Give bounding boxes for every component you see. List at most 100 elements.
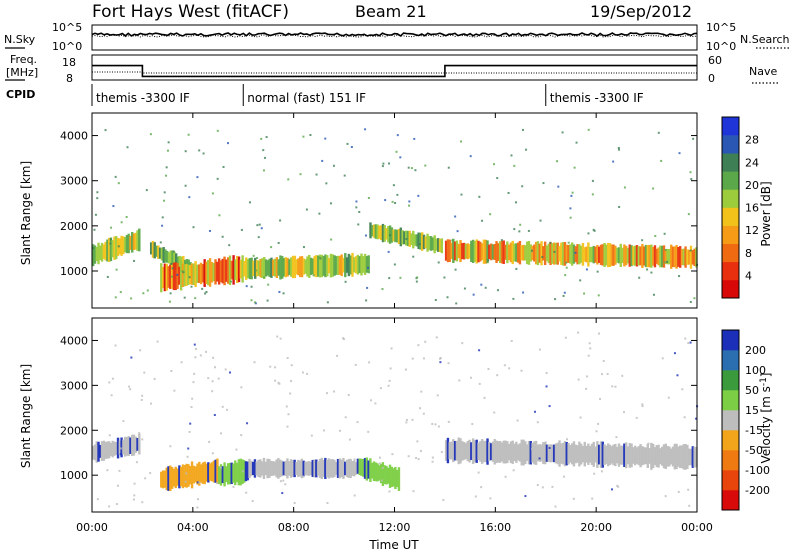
heatmap-cell <box>160 471 163 488</box>
heatmap-speckle <box>447 362 450 365</box>
heatmap-cell <box>239 458 242 486</box>
heatmap-cell <box>125 235 129 254</box>
heatmap-cell <box>260 461 264 476</box>
heatmap-cell <box>549 444 552 463</box>
heatmap-speckle <box>480 283 483 286</box>
heatmap-cell <box>678 246 682 268</box>
heatmap-cell <box>304 259 307 274</box>
heatmap-speckle <box>122 420 125 423</box>
heatmap-speckle <box>355 206 358 209</box>
heatmap-speckle <box>266 299 269 302</box>
heatmap-cell <box>379 225 383 241</box>
heatmap-speckle <box>141 394 144 397</box>
heatmap-speckle <box>405 237 408 240</box>
heatmap-speckle <box>205 350 208 353</box>
colorbar-segment <box>722 207 739 226</box>
heatmap-cell <box>280 460 284 477</box>
heatmap-speckle <box>310 434 313 437</box>
heatmap-cell <box>315 255 318 278</box>
heatmap-speckle <box>447 166 450 169</box>
heatmap-cell <box>592 245 595 264</box>
heatmap-cell <box>351 460 354 476</box>
heatmap-speckle <box>503 364 506 367</box>
heatmap-cell <box>475 439 478 463</box>
heatmap-cell <box>320 457 323 480</box>
heatmap-cell <box>637 246 640 266</box>
heatmap-speckle <box>480 486 483 489</box>
time-axis-label: Time UT <box>368 538 419 552</box>
heatmap-cell <box>295 461 298 476</box>
heatmap-speckle <box>678 275 681 278</box>
heatmap-speckle <box>439 361 442 364</box>
heatmap-cell <box>549 241 552 266</box>
heatmap-cell <box>338 255 342 275</box>
heatmap-cell <box>450 441 453 460</box>
heatmap-speckle <box>276 335 279 338</box>
heatmap-speckle <box>687 488 690 491</box>
heatmap-cell <box>470 442 473 461</box>
heatmap-cell <box>298 460 302 477</box>
heatmap-cell <box>552 444 556 463</box>
heatmap-speckle <box>508 367 511 370</box>
heatmap-cell <box>394 229 397 243</box>
heatmap-cell <box>365 457 369 481</box>
heatmap-speckle <box>563 475 566 478</box>
heatmap-cell <box>657 444 660 468</box>
freq-panel <box>91 54 698 81</box>
heatmap-cell <box>134 232 137 250</box>
heatmap-speckle <box>536 484 539 487</box>
heatmap-cell <box>367 460 370 479</box>
heatmap-speckle <box>519 223 522 226</box>
heatmap-speckle <box>579 279 582 282</box>
heatmap-speckle <box>612 160 615 163</box>
colorbar-segment <box>722 430 739 451</box>
colorbar-segment <box>722 279 739 299</box>
heatmap-cell <box>594 446 597 463</box>
heatmap-cell <box>433 235 436 254</box>
heatmap-speckle <box>571 191 574 194</box>
heatmap-speckle <box>140 398 143 401</box>
heatmap-speckle <box>399 156 402 159</box>
heatmap-speckle <box>563 291 566 294</box>
heatmap-cell <box>169 264 172 289</box>
heatmap-speckle <box>109 242 112 245</box>
heatmap-cell <box>452 238 455 263</box>
heatmap-cell <box>342 257 345 273</box>
heatmap-cell <box>626 247 630 264</box>
heatmap-cell <box>99 245 102 261</box>
heatmap-cell <box>518 443 522 462</box>
heatmap-speckle <box>548 446 551 449</box>
heatmap-speckle <box>119 453 122 456</box>
heatmap-speckle <box>461 342 464 345</box>
heatmap-speckle <box>597 422 600 425</box>
heatmap-speckle <box>545 385 548 388</box>
heatmap-speckle <box>262 149 265 152</box>
heatmap-speckle <box>588 342 591 345</box>
heatmap-speckle <box>116 484 119 487</box>
heatmap-speckle <box>318 212 321 215</box>
heatmap-cell <box>288 259 291 276</box>
heatmap-speckle <box>159 241 162 244</box>
heatmap-cell <box>585 445 588 463</box>
heatmap-speckle <box>346 142 349 145</box>
heatmap-cell <box>307 461 311 476</box>
heatmap-cell <box>221 258 224 284</box>
heatmap-cell <box>282 258 286 277</box>
heatmap-cell <box>682 444 685 470</box>
heatmap-cell <box>495 440 498 464</box>
heatmap-cell <box>560 242 563 265</box>
heatmap-cell <box>228 255 232 286</box>
heatmap-speckle <box>208 440 211 443</box>
heatmap-cell <box>644 244 648 268</box>
heatmap-cell <box>317 255 320 277</box>
heatmap-cell <box>662 444 666 469</box>
heatmap-cell <box>354 256 358 274</box>
heatmap-speckle <box>353 458 356 461</box>
heatmap-cell <box>513 443 516 461</box>
heatmap-cell <box>687 249 691 265</box>
heatmap-cell <box>279 459 282 478</box>
heatmap-cell <box>457 243 460 259</box>
heatmap-speckle <box>277 381 280 384</box>
heatmap-cell <box>176 468 179 486</box>
heatmap-cell <box>599 441 603 468</box>
